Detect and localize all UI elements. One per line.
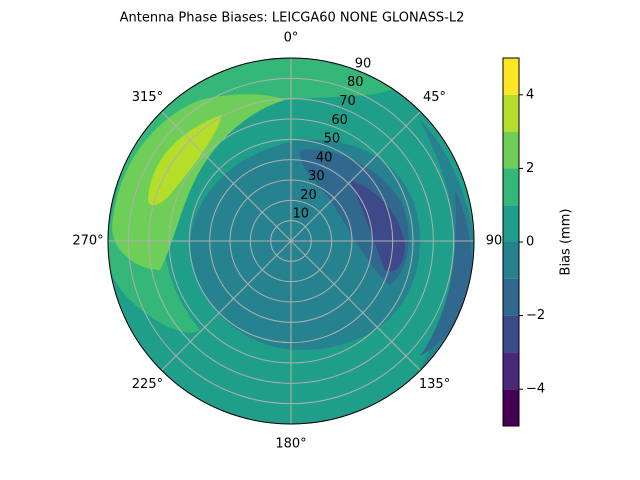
r-tick-label: 70 — [339, 94, 356, 109]
r-tick-label: 50 — [324, 132, 341, 147]
colorbar-band — [503, 389, 519, 426]
r-tick-label: 60 — [331, 113, 348, 128]
colorbar-tick-label: 2 — [526, 161, 534, 176]
theta-tick-label: 45° — [423, 90, 446, 105]
colorbar-tick-label: 4 — [526, 87, 534, 102]
theta-tick-label: 135° — [419, 377, 450, 392]
colorbar-band — [503, 242, 519, 279]
theta-tick-label: 90 — [486, 234, 503, 249]
contour-region — [148, 115, 222, 206]
colorbar-band — [503, 205, 519, 242]
theta-grid-line — [290, 240, 421, 371]
colorbar-band — [503, 315, 519, 353]
colorbar-tick-label: 0 — [526, 235, 534, 250]
contour-region — [350, 180, 405, 272]
colorbar-label: Bias (mm) — [559, 209, 574, 276]
colorbar-band — [503, 168, 519, 206]
contour-region — [112, 94, 285, 270]
polar-axes: 10 20 30 40 50 60 70 80 90 0° 45° 90 135° 180° 225° 270… — [72, 31, 502, 452]
colorbar-band — [503, 352, 519, 390]
colorbar-band — [503, 58, 519, 95]
r-tick-label: 20 — [300, 188, 317, 203]
colorbar-band — [503, 278, 519, 316]
theta-grid-line — [161, 111, 292, 242]
theta-grid-line — [290, 111, 421, 242]
r-tick-label: 10 — [293, 207, 310, 222]
theta-tick-label: 225° — [132, 377, 163, 392]
r-tick-label: 80 — [347, 75, 364, 90]
theta-tick-label: 315° — [132, 90, 163, 105]
theta-tick-label: 270° — [72, 234, 103, 249]
colorbar-band — [503, 94, 519, 132]
r-tick-label: 90 — [355, 56, 372, 71]
r-tick-label: 30 — [308, 169, 325, 184]
r-tick-label: 40 — [316, 150, 333, 165]
colorbar-band — [503, 131, 519, 169]
polar-frame — [107, 57, 475, 425]
colorbar-tick-label: −2 — [526, 308, 545, 323]
theta-grid-line — [161, 240, 292, 371]
colorbar-tick-label: −4 — [526, 382, 545, 397]
theta-tick-label: 180° — [275, 437, 306, 452]
theta-tick-label: 0° — [284, 31, 299, 46]
chart-title: Antenna Phase Biases: LEICGA60 NONE GLON… — [120, 11, 465, 26]
contour-region — [220, 60, 400, 100]
